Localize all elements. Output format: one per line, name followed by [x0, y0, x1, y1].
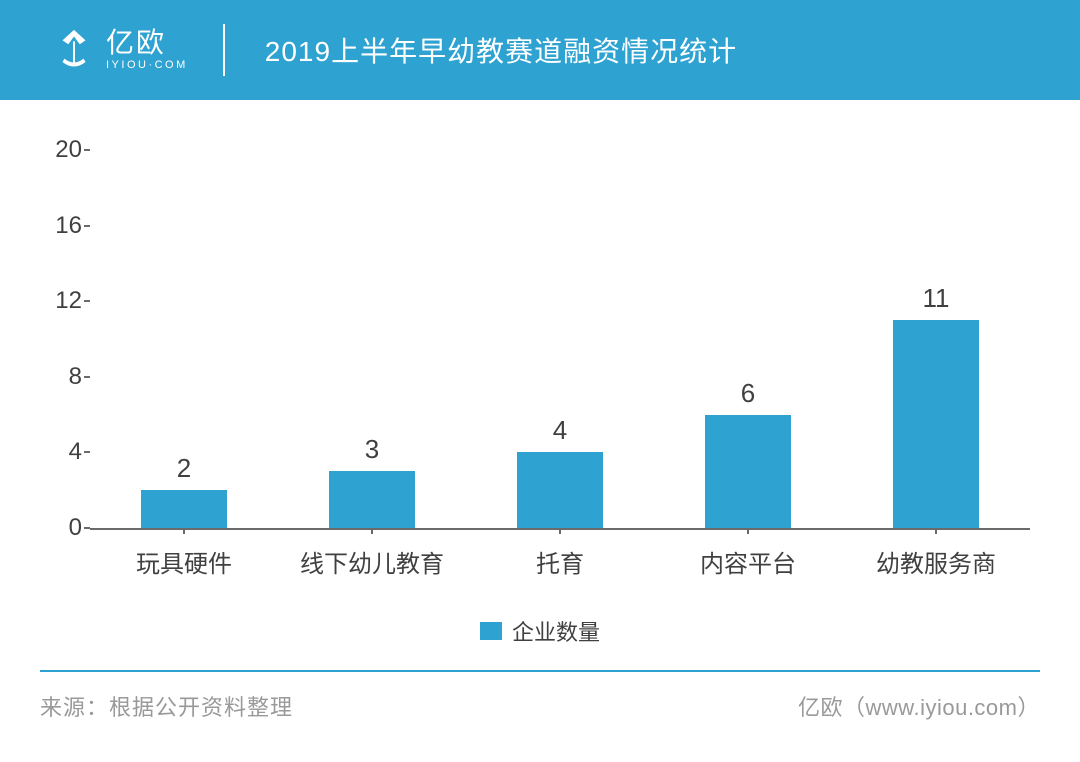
bar-slot: 2玩具硬件: [90, 150, 278, 528]
x-tick-label: 幼教服务商: [842, 528, 1030, 579]
page-title: 2019上半年早幼教赛道融资情况统计: [265, 30, 737, 70]
footer-url: （www.iyiou.com）: [843, 695, 1040, 720]
x-tick-label: 线下幼儿教育: [278, 528, 466, 579]
y-tick-label: 4: [40, 438, 82, 466]
x-tick-label: 托育: [466, 528, 654, 579]
logo-text-en: IYIOU·COM: [106, 59, 188, 72]
header: 亿欧 IYIOU·COM 2019上半年早幼教赛道融资情况统计: [0, 0, 1080, 100]
y-tick-label: 12: [40, 287, 82, 315]
bar: [893, 320, 979, 528]
legend: 企业数量: [40, 615, 1040, 647]
source-label: 来源：: [40, 695, 109, 720]
bar-value-label: 2: [90, 453, 278, 484]
footer-brand: 亿欧: [798, 695, 843, 720]
x-tick-mark: [747, 528, 749, 534]
bar-value-label: 11: [842, 283, 1030, 314]
x-tick-label: 内容平台: [654, 528, 842, 579]
bar: [141, 490, 227, 528]
logo-text-cn: 亿欧: [106, 28, 188, 59]
bar: [329, 471, 415, 528]
bar-value-label: 4: [466, 415, 654, 446]
bar-value-label: 6: [654, 378, 842, 409]
logo: 亿欧 IYIOU·COM: [50, 0, 188, 100]
y-tick-label: 16: [40, 212, 82, 240]
x-tick-label: 玩具硬件: [90, 528, 278, 579]
brand-logo-icon: [50, 26, 98, 74]
bar: [705, 415, 791, 528]
y-tick-label: 0: [40, 514, 82, 542]
legend-swatch: [480, 622, 502, 640]
bar-slot: 4托育: [466, 150, 654, 528]
bar-slot: 11幼教服务商: [842, 150, 1030, 528]
bar-slot: 3线下幼儿教育: [278, 150, 466, 528]
y-tick-label: 8: [40, 363, 82, 391]
plot-area: 0481216202玩具硬件3线下幼儿教育4托育6内容平台11幼教服务商: [90, 150, 1030, 530]
x-tick-mark: [935, 528, 937, 534]
source-line: 来源：根据公开资料整理: [40, 690, 293, 722]
x-tick-mark: [559, 528, 561, 534]
y-tick-label: 20: [40, 136, 82, 164]
header-divider: [223, 24, 225, 76]
x-tick-mark: [183, 528, 185, 534]
bar-slot: 6内容平台: [654, 150, 842, 528]
footer: 来源：根据公开资料整理 亿欧（www.iyiou.com）: [40, 670, 1040, 722]
bar-value-label: 3: [278, 434, 466, 465]
x-tick-mark: [371, 528, 373, 534]
brand-line: 亿欧（www.iyiou.com）: [798, 690, 1040, 722]
bar: [517, 452, 603, 528]
source-text: 根据公开资料整理: [109, 695, 293, 720]
bar-chart: 0481216202玩具硬件3线下幼儿教育4托育6内容平台11幼教服务商 企业数…: [40, 145, 1040, 655]
legend-label: 企业数量: [512, 615, 600, 647]
